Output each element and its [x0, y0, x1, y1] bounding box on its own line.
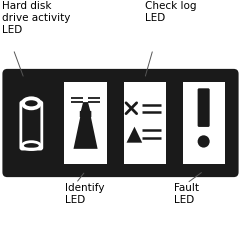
Bar [123, 82, 166, 164]
Text: Identify
LED: Identify LED [65, 183, 105, 205]
Circle shape [198, 135, 210, 148]
Text: Fault
LED: Fault LED [174, 183, 199, 205]
Text: Hard disk
drive activity
LED: Hard disk drive activity LED [2, 1, 71, 35]
Bar [64, 82, 107, 164]
FancyBboxPatch shape [2, 69, 239, 177]
Polygon shape [80, 102, 91, 113]
Text: Check log
LED: Check log LED [145, 1, 196, 23]
FancyBboxPatch shape [198, 88, 210, 127]
Ellipse shape [25, 100, 38, 106]
Ellipse shape [22, 98, 40, 109]
Polygon shape [127, 127, 142, 143]
Bar [183, 82, 225, 164]
FancyBboxPatch shape [80, 111, 91, 117]
Polygon shape [74, 117, 98, 149]
